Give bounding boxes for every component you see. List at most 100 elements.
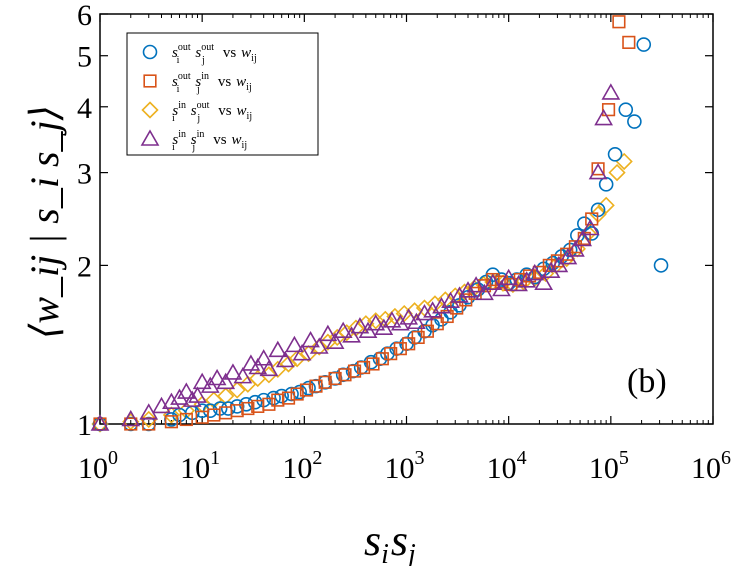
data-point-triangle <box>139 403 159 420</box>
y-tick-label: 6 <box>77 0 92 32</box>
data-point-triangle <box>121 409 141 427</box>
x-tick-label-base: 10 <box>691 452 721 485</box>
data-point-triangle <box>566 240 585 257</box>
legend-marker-diamond <box>141 101 159 119</box>
legend-marker-circle <box>142 44 158 60</box>
data-point-square <box>281 391 296 405</box>
legend-part-s: s <box>172 132 178 148</box>
legend-marker-square <box>143 74 157 88</box>
x-tick-label-exp: 5 <box>619 447 629 469</box>
data-point-diamond <box>279 355 298 373</box>
legend-part-w: w <box>237 103 247 119</box>
legend-part-sup1: in <box>178 100 186 111</box>
data-point-triangle <box>432 297 451 314</box>
data-point-triangle <box>466 276 486 293</box>
legend-part-sub1: i <box>172 142 175 153</box>
data-point-square <box>241 401 255 416</box>
legend-part-wsub: ij <box>242 140 248 151</box>
data-point-circle <box>353 360 369 375</box>
data-point-triangle <box>309 337 329 354</box>
x-tick-label: 104 <box>487 447 527 485</box>
y-tick-label: 1 <box>77 409 92 442</box>
series-layer <box>90 15 669 433</box>
data-point-triangle <box>254 349 274 366</box>
legend-label: sin i sin j vs wij <box>172 129 247 153</box>
data-point-square <box>271 393 285 407</box>
data-point-square <box>356 360 371 375</box>
legend-part-vs: vs <box>218 103 232 119</box>
data-point-triangle <box>549 255 569 273</box>
data-point-square <box>622 35 636 49</box>
legend-part-sup1: out <box>178 42 191 53</box>
data-point-triangle <box>441 291 460 309</box>
legend-part-s: s <box>172 45 178 61</box>
data-point-triangle <box>509 274 528 292</box>
series-diamond <box>91 152 633 433</box>
x-tick-label: 100 <box>78 447 118 485</box>
data-point-square <box>494 275 509 289</box>
legend-part-vs: vs <box>223 45 237 61</box>
data-point-triangle <box>499 268 519 286</box>
data-point-square <box>585 212 599 226</box>
data-point-square <box>347 364 362 378</box>
data-point-triangle <box>382 311 402 328</box>
data-point-diamond <box>310 338 328 356</box>
data-point-square <box>430 317 444 331</box>
x-tick-label: 102 <box>282 447 322 485</box>
data-point-diamond <box>288 350 306 368</box>
legend-part-sup2: in <box>197 129 205 140</box>
legend-part-sub2: j <box>191 142 195 153</box>
x-axis-label: sisj <box>364 516 416 566</box>
data-point-triangle <box>170 388 189 405</box>
legend-marker-triangle <box>140 129 160 146</box>
data-point-triangle <box>223 363 243 380</box>
data-point-triangle <box>534 273 554 291</box>
y-tick-label: 2 <box>77 250 92 283</box>
data-point-triangle <box>492 279 511 297</box>
legend-label: sin i sout j vs wij <box>172 100 252 124</box>
data-point-circle <box>653 258 669 273</box>
data-point-diamond <box>608 163 626 182</box>
data-point-triangle <box>525 263 545 281</box>
data-point-square <box>318 375 332 389</box>
legend-label: sout i sout j vs wij <box>172 42 257 66</box>
data-point-triangle <box>601 83 621 100</box>
data-point-square <box>393 342 407 356</box>
legend-entry-square: sout i sin j vs wij <box>143 71 252 95</box>
data-point-diamond <box>597 196 615 214</box>
data-point-square <box>124 417 138 431</box>
x-axis-label-sub2: j <box>405 539 416 566</box>
data-point-square <box>384 347 398 361</box>
legend-part-vs: vs <box>213 132 227 148</box>
y-axis-label: ⟨w_ij | s_i s_j⟩ <box>22 105 67 339</box>
x-tick-label-base: 10 <box>385 452 415 485</box>
data-point-square <box>299 383 314 397</box>
data-point-diamond <box>299 345 318 363</box>
legend-part-sup2: out <box>201 42 214 53</box>
legend-part-sub1: i <box>177 84 180 95</box>
data-point-triangle <box>390 314 410 331</box>
series-square <box>93 15 636 431</box>
legend-part-wsub: ij <box>247 111 253 122</box>
legend-part-sub2: j <box>196 113 200 124</box>
data-point-square <box>601 103 616 117</box>
y-axis: 1 2 3 4 5 6 <box>77 0 713 442</box>
legend-part-sup2: out <box>197 100 210 111</box>
data-point-circle <box>618 102 634 117</box>
data-point-triangle <box>580 218 600 236</box>
data-point-triangle <box>588 162 608 180</box>
data-point-square <box>468 286 482 300</box>
x-tick-label: 103 <box>385 447 425 485</box>
x-tick-label-exp: 3 <box>415 447 425 469</box>
data-point-triangle <box>318 324 338 342</box>
legend-part-sub2: j <box>196 84 200 95</box>
data-point-triangle <box>301 330 320 348</box>
legend-part-sup1: out <box>178 71 191 82</box>
data-point-square <box>560 247 574 261</box>
data-point-triangle <box>285 335 304 353</box>
legend-part-sup1: in <box>178 129 186 140</box>
legend-entry-triangle: sin i sin j vs wij <box>140 129 247 153</box>
